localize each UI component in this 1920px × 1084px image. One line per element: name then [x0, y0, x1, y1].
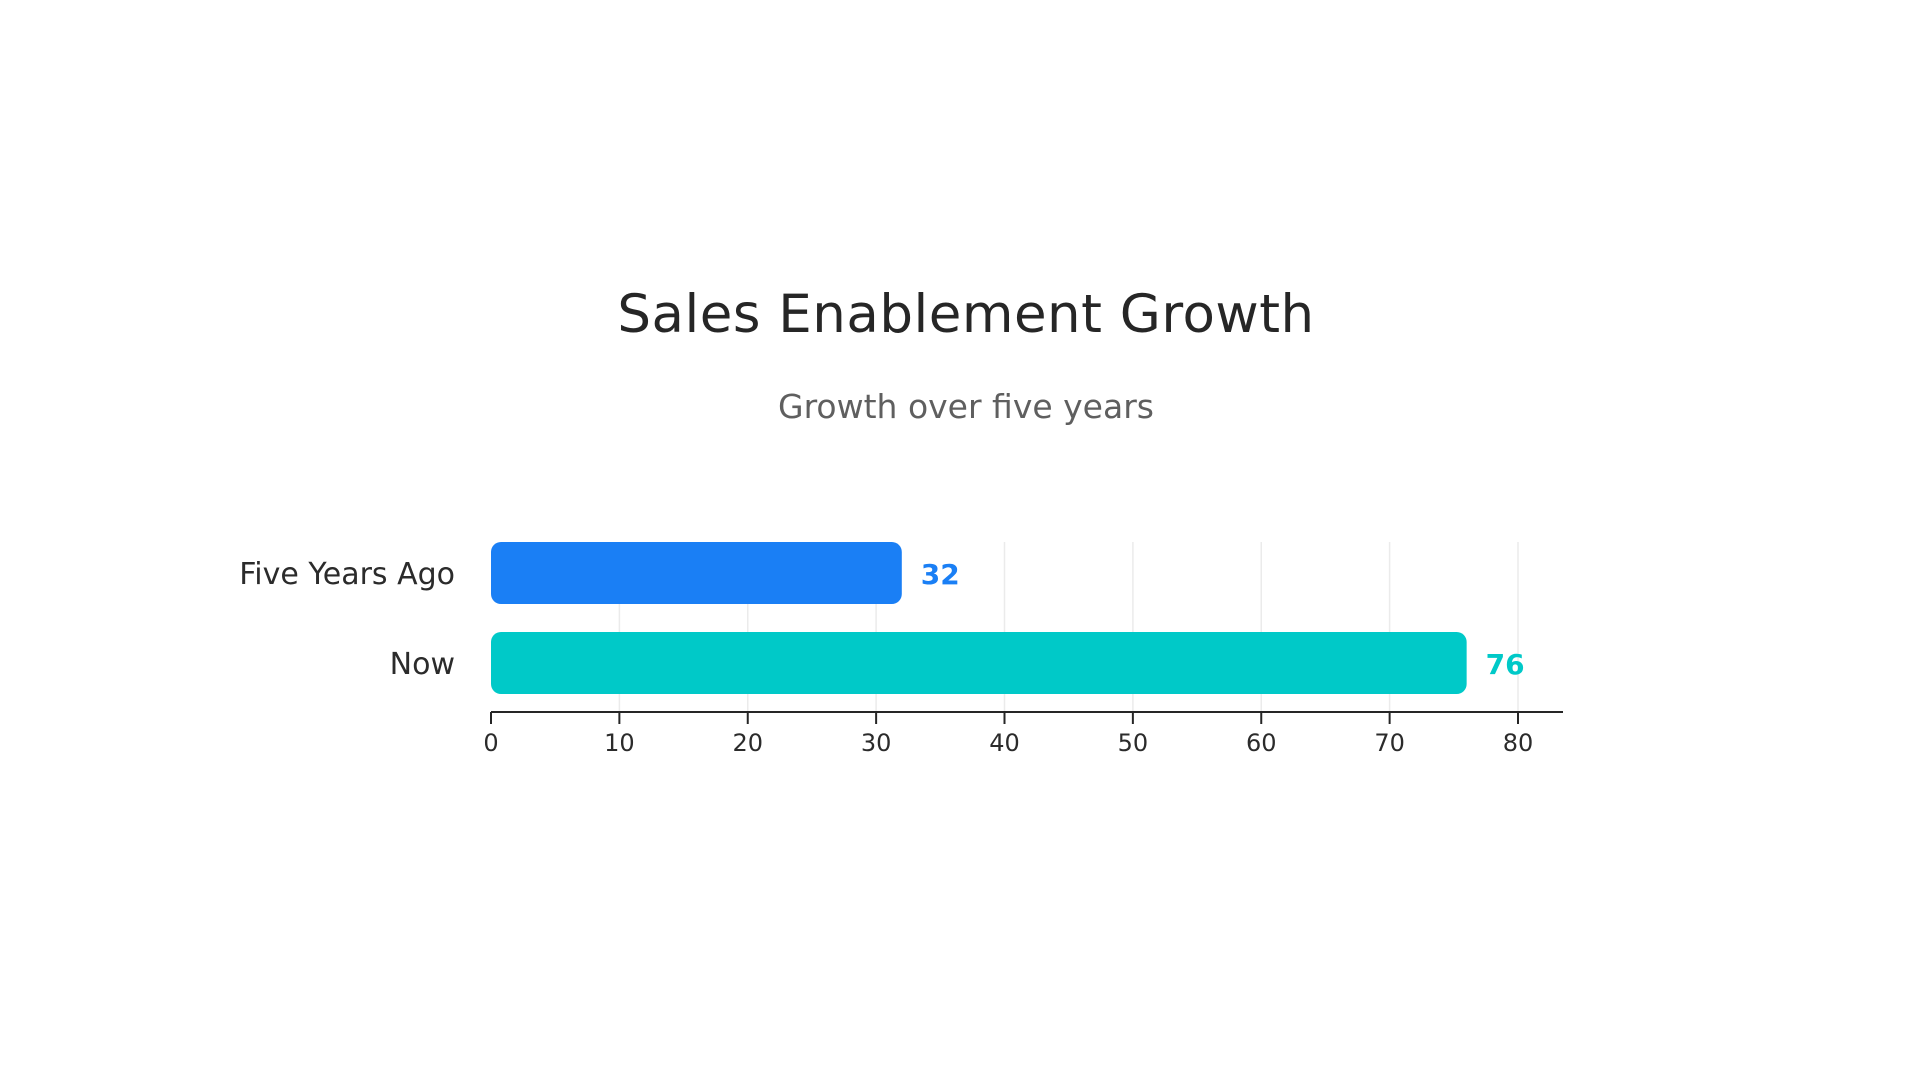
- category-label: Five Years Ago: [239, 557, 455, 592]
- x-tick-label: 30: [861, 729, 892, 757]
- data-label: 76: [1486, 648, 1525, 681]
- category-labels: Five Years Ago Now: [239, 557, 455, 682]
- x-tick-label: 20: [732, 729, 763, 757]
- x-tick-label: 50: [1118, 729, 1149, 757]
- chart-subtitle: Growth over five years: [778, 387, 1154, 426]
- x-tick-label: 80: [1503, 729, 1534, 757]
- x-tick-label: 40: [989, 729, 1020, 757]
- x-axis: 0 10 20 30 40 50 60 70 80: [483, 711, 1563, 757]
- category-label: Now: [390, 647, 455, 682]
- bar[interactable]: [491, 632, 1467, 694]
- x-tick-label: 70: [1374, 729, 1405, 757]
- bar[interactable]: [491, 542, 902, 604]
- value-labels: 32 76: [921, 558, 1525, 681]
- x-tick-label: 10: [604, 729, 635, 757]
- bar-series: [491, 542, 1467, 694]
- x-tick-label: 0: [483, 729, 498, 757]
- x-tick-label: 60: [1246, 729, 1277, 757]
- data-label: 32: [921, 558, 960, 591]
- chart-title: Sales Enablement Growth: [617, 284, 1314, 345]
